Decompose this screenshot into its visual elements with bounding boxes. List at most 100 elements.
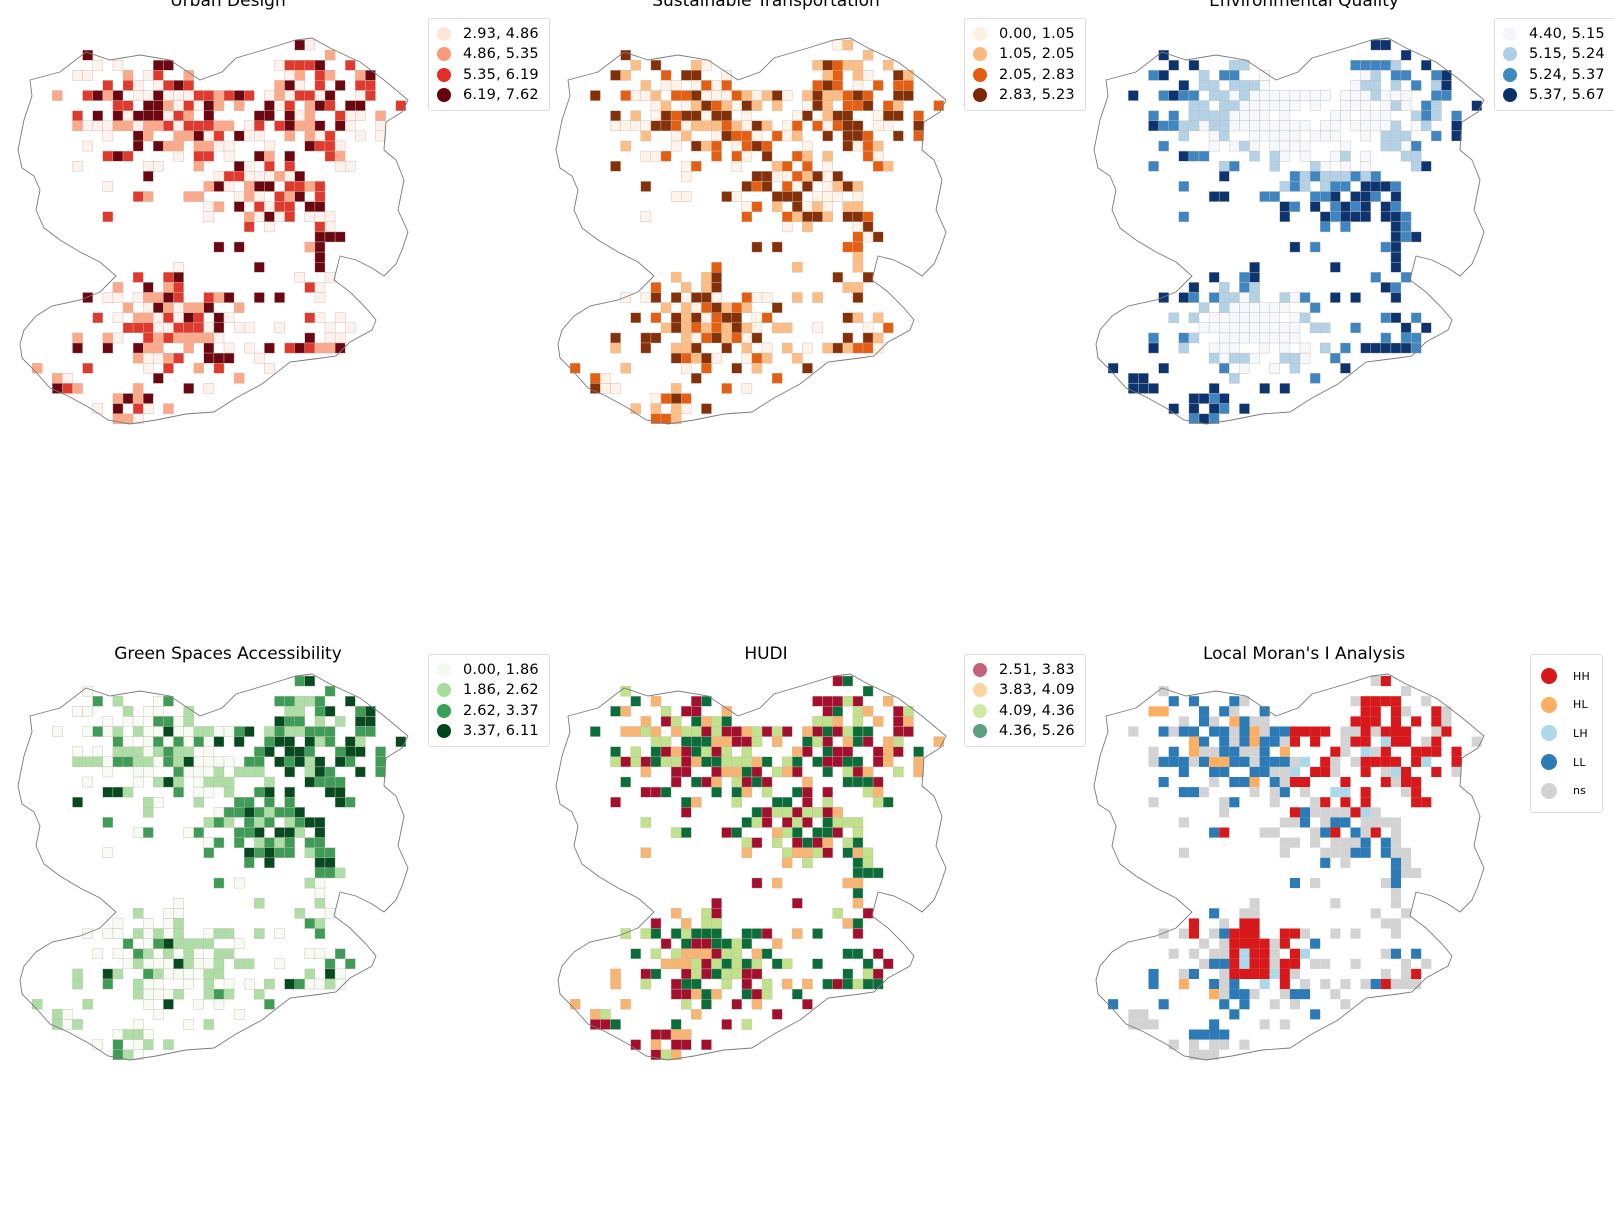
grid-cell [1320,756,1331,767]
grid-cell [721,968,732,980]
grid-cell [721,706,732,717]
grid-cell [1370,181,1382,192]
grid-cell [1401,908,1412,919]
grid-cell [711,262,722,273]
grid-cell [741,90,753,101]
grid-cell [1380,282,1392,293]
grid-cell [1259,322,1270,334]
grid-cell [1249,938,1260,949]
grid-cell [1178,968,1189,979]
grid-cell [102,716,114,727]
grid-cell [852,706,864,717]
grid-cell [122,938,134,949]
grid-cell [183,968,194,980]
grid-cell [670,988,682,1000]
grid-cell [112,746,124,757]
legend-swatch [1503,88,1517,103]
grid-cell [1249,120,1260,132]
grid-cell [1208,110,1220,121]
grid-cell [1400,49,1412,61]
grid-cell [1178,181,1190,192]
grid-cell [1340,817,1351,828]
grid-cell [1269,322,1280,334]
grid-cell [650,1039,662,1050]
grid-cell [771,726,783,737]
grid-cell [233,90,245,101]
grid-cell [1340,837,1351,848]
grid-cell [670,80,682,91]
grid-cell [1219,746,1230,757]
grid-cell [345,958,356,970]
legend-item: 2.62, 3.37 [437,701,539,721]
grid-cell [1330,746,1341,757]
grid-cell [304,140,316,152]
grid-cell [284,696,295,707]
grid-cell [883,110,894,121]
grid-cell [1209,1029,1220,1040]
grid-cell [142,948,154,960]
grid-cell [82,363,93,374]
legend-item: 2.83, 5.23 [973,85,1075,105]
grid-cell [163,332,174,344]
grid-cell [1218,292,1230,303]
grid-cell [223,342,235,354]
grid-cell [1168,696,1179,707]
grid-cell [264,221,275,233]
grid-cell [1269,999,1280,1010]
grid-cell [1188,332,1200,344]
grid-cell [1218,191,1230,202]
grid-cell [721,322,732,334]
grid-cell [701,363,712,374]
grid-cell [1390,706,1401,717]
grid-cell [741,211,753,222]
grid-cell [1380,60,1392,71]
grid-cell [680,978,692,990]
grid-cell [680,968,692,980]
grid-cell [153,100,164,111]
grid-cell [650,756,662,768]
grid-cell [751,928,763,939]
grid-cell [1279,746,1290,757]
grid-cell [395,100,407,111]
grid-cell [812,100,823,111]
grid-cell [62,1009,73,1020]
grid-cell [802,786,813,798]
grid-cell [741,181,753,192]
grid-cell [1431,736,1442,747]
grid-cell [365,706,376,717]
grid-cell [254,191,265,202]
grid-cell [1229,797,1240,808]
grid-cell [1289,837,1300,848]
grid-cell [142,120,154,132]
grid-cell [862,322,874,334]
legend-label: 0.00, 1.86 [463,662,539,679]
grid-cell [660,150,672,162]
grid-cell [314,867,326,879]
grid-cell [670,342,682,354]
grid-cell [183,706,194,717]
grid-cell [1269,363,1280,374]
grid-cell [163,282,174,293]
legend-swatch [437,663,451,678]
grid-cell [721,70,732,81]
grid-cell [832,908,844,919]
grid-cell [1370,827,1381,838]
grid-cell [203,776,215,788]
grid-cell [691,988,702,1000]
grid-cell [893,100,904,111]
grid-cell [640,211,652,222]
grid-cell [1411,716,1422,727]
grid-cell [345,796,356,808]
grid-cell [314,736,326,747]
grid-cell [203,847,215,858]
grid-cell [1330,262,1341,273]
grid-cell [802,363,813,374]
grid-cell [355,746,366,757]
grid-cell [620,685,631,697]
grid-cell [691,756,702,768]
grid-cell [660,110,672,121]
grid-cell [1259,746,1270,757]
grid-cell [1380,979,1391,990]
grid-cell [1219,827,1230,838]
grid-cell [243,211,255,222]
